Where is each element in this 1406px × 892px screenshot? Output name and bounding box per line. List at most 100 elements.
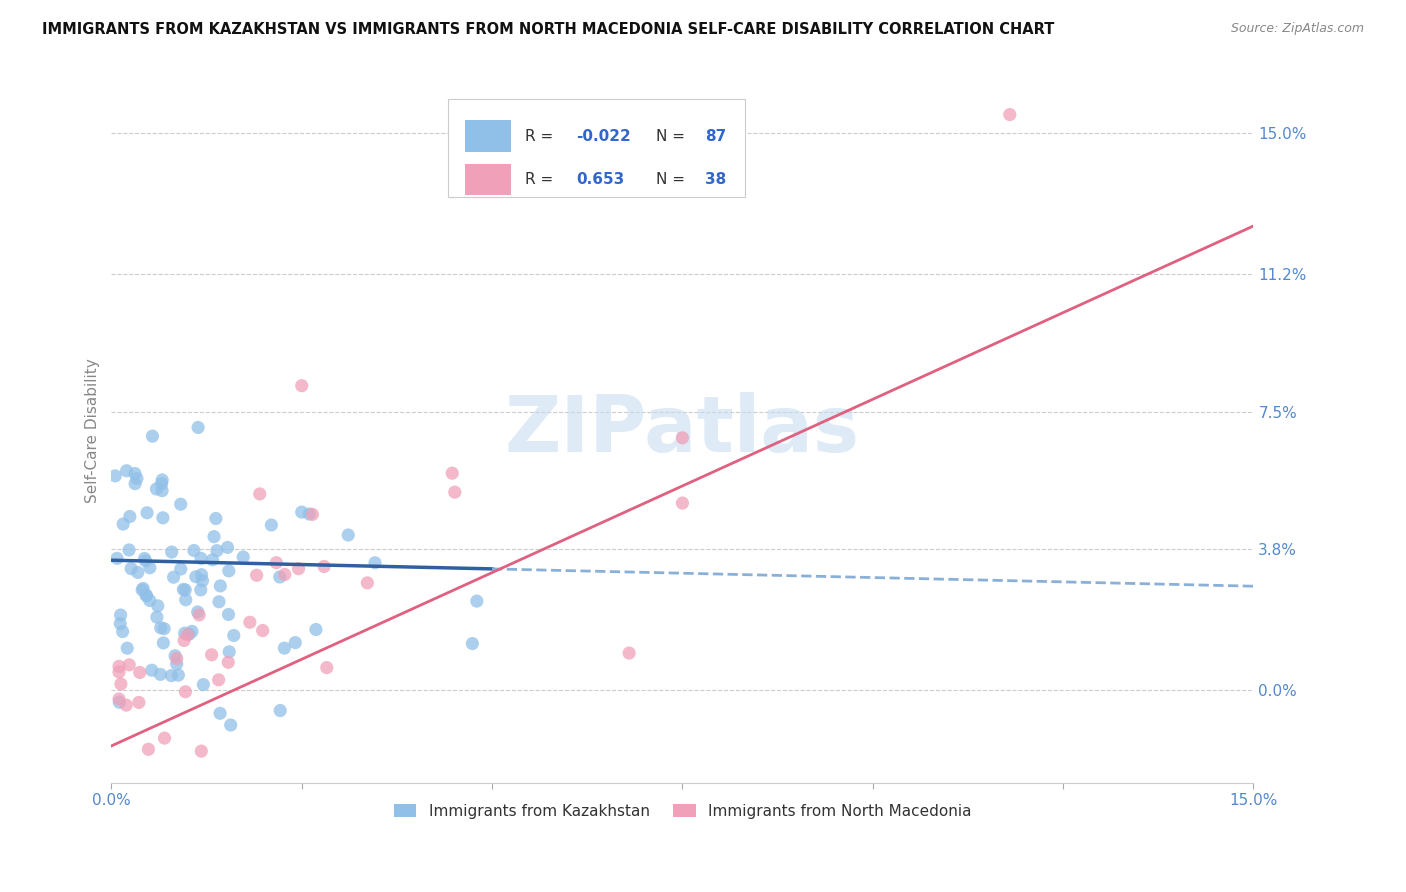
Point bbox=[141, 663, 163, 677]
Point bbox=[284, 635, 307, 649]
Point bbox=[150, 483, 173, 498]
Point bbox=[110, 616, 132, 631]
Point bbox=[315, 660, 337, 674]
Point bbox=[128, 665, 150, 680]
Point bbox=[232, 549, 254, 564]
Point bbox=[170, 497, 193, 511]
Point bbox=[443, 485, 465, 500]
Bar bbox=[465, 120, 512, 152]
Point bbox=[128, 696, 150, 710]
Point bbox=[135, 589, 157, 603]
Point bbox=[139, 593, 162, 607]
Text: 0.653: 0.653 bbox=[576, 172, 624, 187]
Point bbox=[136, 506, 159, 520]
Point bbox=[998, 107, 1021, 121]
Point bbox=[190, 567, 212, 582]
Point bbox=[145, 482, 167, 496]
Point bbox=[205, 511, 228, 525]
Point bbox=[252, 624, 274, 638]
Point bbox=[183, 543, 205, 558]
Point bbox=[110, 608, 132, 623]
Point bbox=[174, 592, 197, 607]
Point bbox=[249, 487, 271, 501]
Point bbox=[190, 551, 212, 566]
Text: ZIPatlas: ZIPatlas bbox=[505, 392, 860, 468]
Point bbox=[160, 545, 183, 559]
Point bbox=[260, 518, 283, 533]
Point bbox=[110, 677, 132, 691]
Point bbox=[269, 704, 291, 718]
Text: 87: 87 bbox=[706, 128, 727, 144]
Point bbox=[201, 648, 224, 662]
Point bbox=[162, 570, 184, 584]
Text: R =: R = bbox=[524, 128, 558, 144]
Point bbox=[209, 579, 232, 593]
Point bbox=[209, 706, 232, 721]
Point bbox=[181, 624, 204, 639]
Point bbox=[291, 378, 314, 392]
Point bbox=[246, 568, 269, 582]
Point bbox=[273, 641, 295, 656]
Point bbox=[671, 431, 693, 445]
Point bbox=[441, 466, 464, 480]
Point bbox=[152, 636, 174, 650]
Point bbox=[166, 657, 188, 671]
Point bbox=[208, 595, 231, 609]
Text: Source: ZipAtlas.com: Source: ZipAtlas.com bbox=[1230, 22, 1364, 36]
Point bbox=[118, 657, 141, 672]
Point bbox=[314, 559, 336, 574]
Point bbox=[146, 610, 169, 624]
Point bbox=[111, 624, 134, 639]
Point bbox=[152, 511, 174, 525]
Point bbox=[135, 588, 157, 602]
Point bbox=[125, 471, 148, 485]
Point bbox=[465, 594, 488, 608]
Point bbox=[205, 543, 228, 558]
Point bbox=[108, 695, 131, 709]
Point bbox=[105, 551, 128, 566]
Point bbox=[461, 636, 484, 650]
Point bbox=[671, 496, 693, 510]
Point bbox=[134, 551, 156, 566]
Point bbox=[132, 582, 155, 596]
Point bbox=[115, 464, 138, 478]
Point bbox=[305, 623, 328, 637]
Point bbox=[356, 575, 378, 590]
Point bbox=[115, 641, 138, 656]
Point bbox=[184, 570, 207, 584]
Point bbox=[269, 570, 291, 584]
Point bbox=[266, 556, 288, 570]
Text: N =: N = bbox=[657, 172, 690, 187]
Point bbox=[170, 562, 193, 576]
Point bbox=[166, 651, 188, 665]
Point bbox=[124, 476, 146, 491]
Text: R =: R = bbox=[524, 172, 558, 187]
Point bbox=[187, 605, 209, 619]
Point bbox=[217, 541, 239, 555]
Point bbox=[239, 615, 262, 630]
Point bbox=[135, 554, 157, 568]
Point bbox=[114, 806, 136, 821]
Point bbox=[174, 685, 197, 699]
Point bbox=[301, 508, 323, 522]
Text: 38: 38 bbox=[706, 172, 727, 187]
Point bbox=[141, 429, 163, 443]
Point bbox=[149, 621, 172, 635]
Point bbox=[219, 718, 242, 732]
Point bbox=[120, 561, 142, 575]
Point bbox=[172, 582, 194, 597]
Text: IMMIGRANTS FROM KAZAKHSTAN VS IMMIGRANTS FROM NORTH MACEDONIA SELF-CARE DISABILI: IMMIGRANTS FROM KAZAKHSTAN VS IMMIGRANTS… bbox=[42, 22, 1054, 37]
Point bbox=[118, 543, 141, 558]
Bar bbox=[465, 164, 512, 195]
Text: -0.022: -0.022 bbox=[576, 128, 631, 144]
Legend: Immigrants from Kazakhstan, Immigrants from North Macedonia: Immigrants from Kazakhstan, Immigrants f… bbox=[388, 797, 977, 825]
Point bbox=[291, 505, 314, 519]
Point bbox=[364, 556, 387, 570]
Point bbox=[190, 744, 212, 758]
Point bbox=[108, 659, 131, 673]
Point bbox=[191, 574, 214, 588]
Point bbox=[218, 607, 240, 622]
Point bbox=[149, 667, 172, 681]
Point bbox=[188, 607, 211, 622]
Point bbox=[139, 560, 162, 574]
